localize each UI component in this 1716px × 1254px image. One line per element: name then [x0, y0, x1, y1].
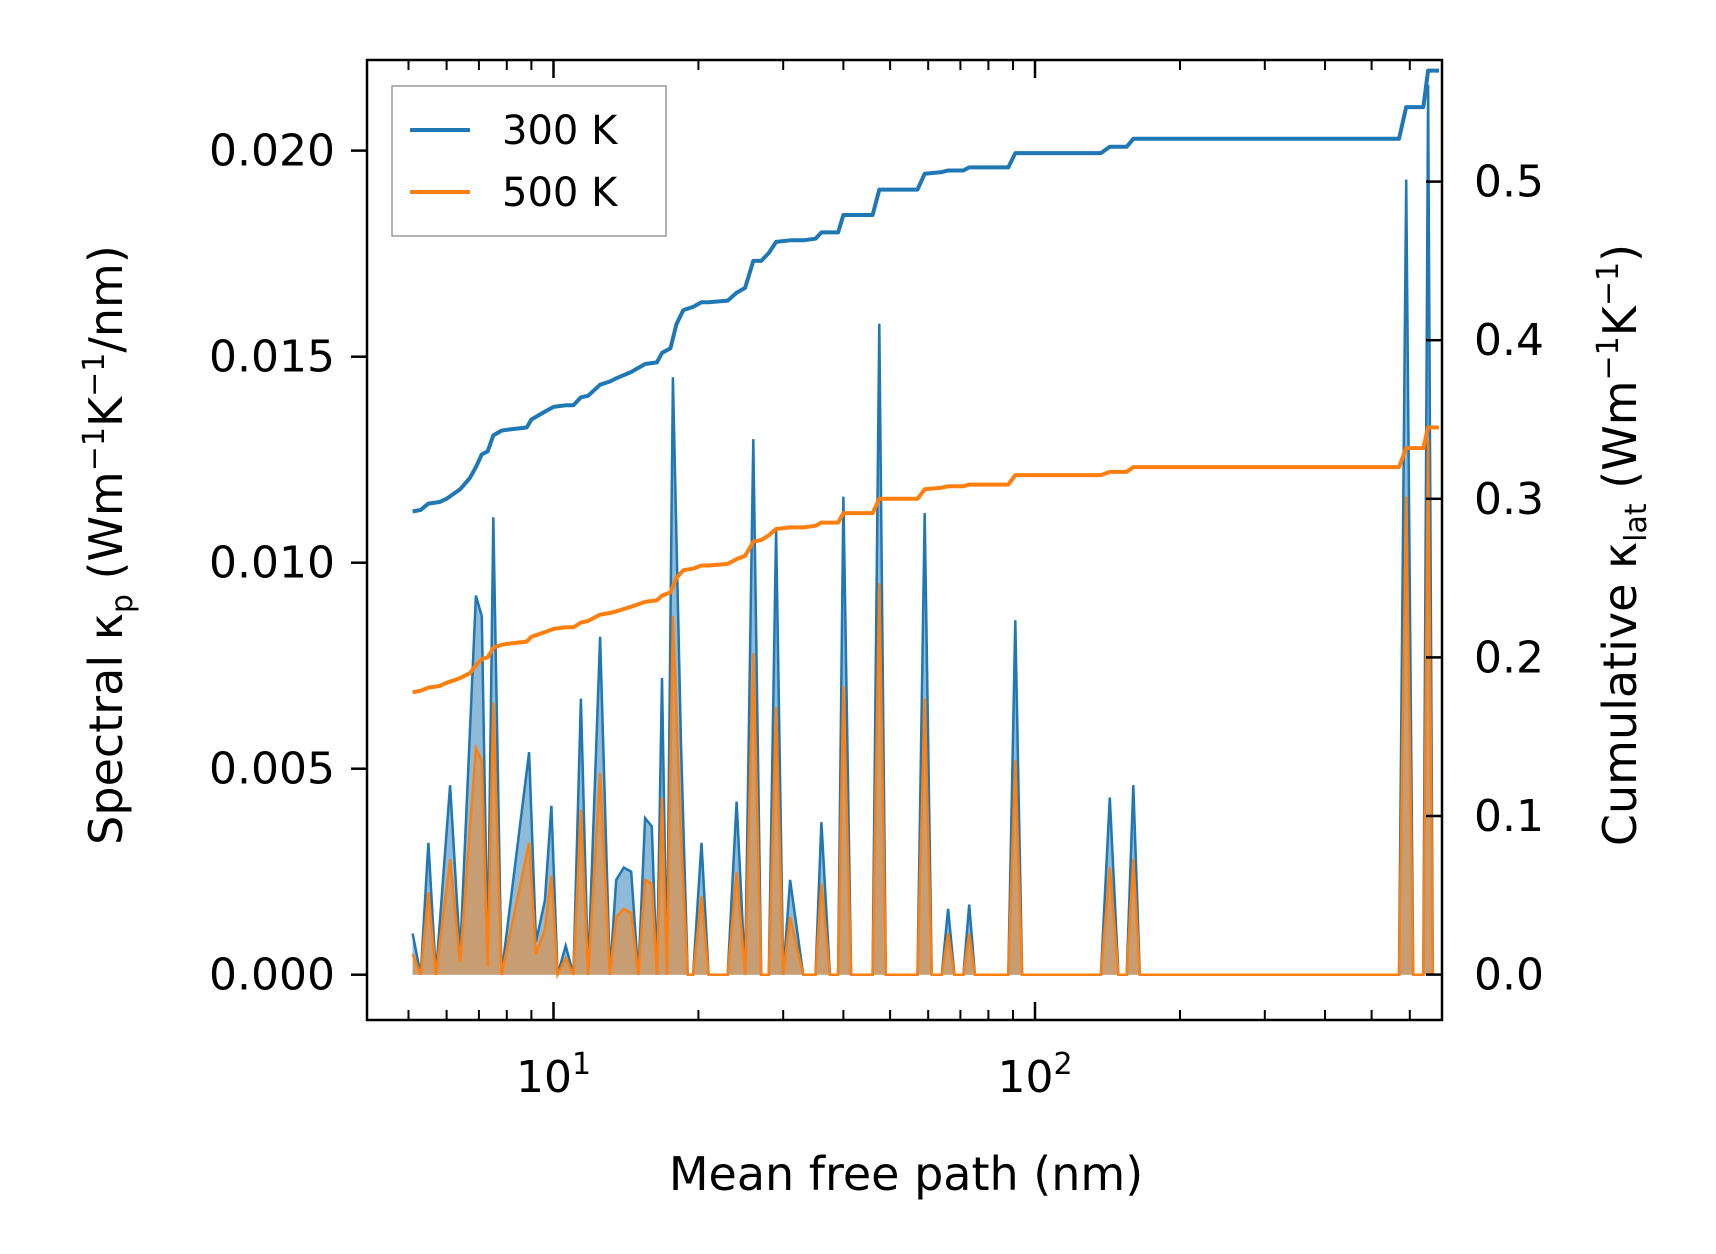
x-minor-ticks [407, 60, 1443, 1020]
y-left-axis-title: Spectral κp (Wm−1K−1/nm) [77, 245, 140, 845]
y-right-title-e2: −1 [1591, 262, 1626, 306]
y-left-ticks: 0.000 0.005 0.010 0.015 0.020 [209, 126, 367, 1001]
spectral-fill-1 [412, 439, 1433, 975]
legend: 300 K 500 K [391, 85, 667, 237]
x-axis-title: Mean free path (nm) [669, 1147, 1143, 1201]
x-tick-label-1: 102 [997, 1047, 1072, 1103]
legend-label-300k: 300 K [502, 108, 619, 154]
y-right-tick-label-4: 0.4 [1474, 315, 1544, 366]
spectral-line-1 [411, 439, 1435, 980]
y-right-title-close: ) [1593, 244, 1647, 262]
y-right-title-prefix: Cumulative κ [1593, 542, 1647, 846]
y-left-tick-label-3: 0.015 [209, 332, 335, 383]
y-left-tick-label-4: 0.020 [209, 126, 335, 177]
plot-frame [365, 58, 1444, 1022]
x-tick-label-base-1: 10 [997, 1052, 1053, 1103]
y-right-title-mid: K [1593, 304, 1647, 336]
x-tick-label-exp-0: 1 [572, 1047, 591, 1082]
y-right-title-sub: lat [1619, 503, 1654, 542]
y-right-axis-title: Cumulative κlat (Wm−1K−1) [1591, 244, 1654, 846]
x-major-ticks: 101 102 [516, 60, 1073, 1103]
y-right-tick-label-0: 0.0 [1474, 950, 1544, 1001]
y-left-tick-label-2: 0.010 [209, 538, 335, 589]
y-right-title-e1: −1 [1591, 336, 1626, 380]
plot-series [411, 68, 1439, 980]
y-left-title-open: (Wm [79, 471, 133, 594]
x-tick-label-base-0: 10 [516, 1052, 572, 1103]
y-left-tick-label-1: 0.005 [209, 744, 335, 795]
cumulative-line-1 [412, 425, 1439, 695]
legend-box [391, 85, 667, 237]
y-right-ticks: 0.0 0.1 0.2 0.3 0.4 0.5 [1426, 157, 1544, 1001]
y-right-tick-label-2: 0.2 [1474, 632, 1544, 683]
legend-label-500k: 500 K [502, 170, 619, 216]
cumulative-line-0 [412, 68, 1439, 514]
y-left-tick-label-0: 0.000 [209, 950, 335, 1001]
y-left-title-prefix: Spectral κ [79, 613, 133, 845]
x-tick-label-exp-1: 2 [1053, 1047, 1072, 1082]
spectral-line-0 [411, 84, 1435, 976]
x-tick-label-0: 101 [516, 1047, 591, 1103]
y-left-title-mid: K [79, 395, 133, 427]
y-left-title-e1: −1 [77, 427, 112, 471]
y-left-title-sub: p [105, 594, 140, 613]
y-right-tick-label-5: 0.5 [1474, 157, 1544, 208]
y-right-tick-label-3: 0.3 [1474, 474, 1544, 525]
y-left-title-close: /nm) [79, 245, 133, 352]
y-left-title-e2: −1 [77, 353, 112, 397]
y-right-tick-label-1: 0.1 [1474, 791, 1544, 842]
y-right-title-open: (Wm [1593, 380, 1647, 503]
